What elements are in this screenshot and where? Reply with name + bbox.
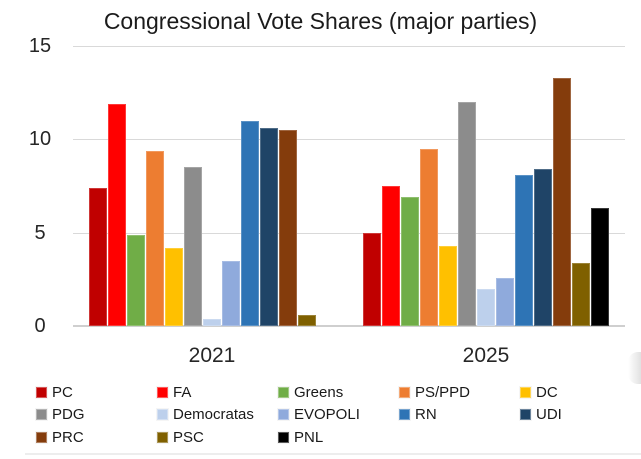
legend-swatch-pc xyxy=(36,386,47,398)
bar-democratas-2025 xyxy=(477,288,495,326)
bar-prc-2025 xyxy=(553,77,571,326)
legend-label-psc: PSC xyxy=(173,428,204,446)
x-category-label-2025: 2025 xyxy=(462,344,510,367)
y-tick-label-5: 5 xyxy=(34,221,46,244)
bar-democratas-2021 xyxy=(203,318,221,326)
bar-greens-2021 xyxy=(127,234,145,326)
legend-item-dc: DC xyxy=(520,384,641,401)
legend-item-greens: Greens xyxy=(278,384,399,401)
legend-label-greens: Greens xyxy=(294,383,344,401)
bar-prc-2021 xyxy=(279,130,297,326)
legend-item-fa: FA xyxy=(157,384,278,401)
bar-rn-2025 xyxy=(515,174,533,326)
legend-label-fa: FA xyxy=(173,383,192,401)
legend-swatch-greens xyxy=(278,386,289,398)
x-axis-line xyxy=(73,325,625,327)
plot-area xyxy=(73,46,625,327)
bar-fa-2025 xyxy=(382,186,400,326)
scrollbar-thumb[interactable] xyxy=(628,352,641,384)
legend-item-pnl: PNL xyxy=(278,429,399,446)
bar-fa-2021 xyxy=(108,103,126,326)
bar-group-2021 xyxy=(89,46,335,326)
legend: PC FA Greens PS/PPD DC PDG Democratas EVOPOLI RN… xyxy=(36,381,641,449)
legend-label-democratas: Democratas xyxy=(173,406,254,424)
bar-pdg-2025 xyxy=(458,102,476,326)
legend-label-udi: UDI xyxy=(536,406,562,424)
legend-label-prc: PRC xyxy=(52,428,84,446)
legend-item-democratas: Democratas xyxy=(157,406,278,423)
bar-evopoli-2021 xyxy=(222,260,240,326)
x-category-label-2021: 2021 xyxy=(188,344,236,367)
legend-item-rn: RN xyxy=(399,406,520,423)
legend-label-evopoli: EVOPOLI xyxy=(294,406,360,424)
legend-swatch-ps-ppd xyxy=(399,386,410,398)
y-tick-label-10: 10 xyxy=(28,128,52,151)
legend-item-prc: PRC xyxy=(36,429,157,446)
legend-swatch-rn xyxy=(399,409,410,421)
bar-udi-2021 xyxy=(260,128,278,326)
legend-swatch-democratas xyxy=(157,409,168,421)
bar-pc-2021 xyxy=(89,187,107,326)
bar-pnl-2025 xyxy=(591,208,609,326)
legend-swatch-pnl xyxy=(278,431,289,443)
legend-item-pc: PC xyxy=(36,384,157,401)
legend-label-pdg: PDG xyxy=(52,406,85,424)
y-tick-label-0: 0 xyxy=(34,315,46,337)
legend-item-ps-ppd: PS/PPD xyxy=(399,384,520,401)
bar-psc-2025 xyxy=(572,262,590,326)
bar-rn-2021 xyxy=(241,120,259,326)
legend-swatch-fa xyxy=(157,386,168,398)
bar-ps-ppd-2025 xyxy=(420,148,438,326)
legend-label-pc: PC xyxy=(52,383,73,401)
bar-pdg-2021 xyxy=(184,167,202,326)
bar-psc-2021 xyxy=(298,314,316,326)
bar-evopoli-2025 xyxy=(496,277,514,326)
bar-group-2025 xyxy=(363,46,609,326)
gridline-10 xyxy=(73,139,625,141)
legend-swatch-pdg xyxy=(36,409,47,421)
gridline-15 xyxy=(73,46,625,47)
bar-dc-2025 xyxy=(439,245,457,326)
bar-udi-2025 xyxy=(534,169,552,326)
bar-pc-2025 xyxy=(363,232,381,326)
legend-item-udi: UDI xyxy=(520,406,641,423)
gridline-5 xyxy=(73,232,625,234)
legend-label-pnl: PNL xyxy=(294,428,324,446)
legend-label-rn: RN xyxy=(415,406,437,424)
bar-dc-2021 xyxy=(165,247,183,326)
legend-label-dc: DC xyxy=(536,383,558,401)
legend-item-evopoli: EVOPOLI xyxy=(278,406,399,423)
legend-swatch-dc xyxy=(520,386,531,398)
y-tick-label-15: 15 xyxy=(28,35,52,57)
bar-ps-ppd-2021 xyxy=(146,150,164,326)
legend-item-pdg: PDG xyxy=(36,406,157,423)
bar-greens-2025 xyxy=(401,197,419,326)
legend-swatch-prc xyxy=(36,431,47,443)
bottom-divider xyxy=(25,453,641,455)
legend-swatch-evopoli xyxy=(278,409,289,421)
legend-swatch-udi xyxy=(520,409,531,421)
legend-swatch-psc xyxy=(157,431,168,443)
chart-title: Congressional Vote Shares (major parties… xyxy=(103,8,538,34)
legend-label-ps-ppd: PS/PPD xyxy=(415,383,471,401)
legend-item-psc: PSC xyxy=(157,429,278,446)
